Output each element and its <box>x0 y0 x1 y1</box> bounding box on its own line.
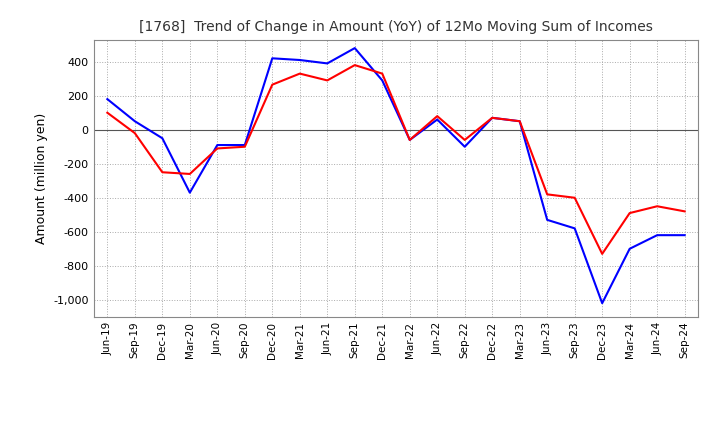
Net Income <box>186 171 194 176</box>
Net Income <box>351 62 359 68</box>
Ordinary Income <box>130 119 139 124</box>
Ordinary Income <box>378 78 387 83</box>
Ordinary Income <box>213 143 222 148</box>
Y-axis label: Amount (million yen): Amount (million yen) <box>35 113 48 244</box>
Net Income <box>543 192 552 197</box>
Title: [1768]  Trend of Change in Amount (YoY) of 12Mo Moving Sum of Incomes: [1768] Trend of Change in Amount (YoY) o… <box>139 20 653 34</box>
Ordinary Income <box>240 143 249 148</box>
Net Income <box>268 82 276 87</box>
Net Income <box>460 137 469 143</box>
Ordinary Income <box>680 232 689 238</box>
Ordinary Income <box>570 226 579 231</box>
Ordinary Income <box>158 136 166 141</box>
Net Income <box>130 131 139 136</box>
Net Income <box>405 137 414 143</box>
Net Income <box>598 251 606 257</box>
Net Income <box>295 71 304 76</box>
Net Income <box>516 119 524 124</box>
Net Income <box>433 114 441 119</box>
Ordinary Income <box>351 45 359 51</box>
Net Income <box>240 144 249 149</box>
Net Income <box>626 210 634 216</box>
Ordinary Income <box>295 57 304 62</box>
Net Income <box>158 169 166 175</box>
Net Income <box>488 115 497 121</box>
Ordinary Income <box>598 301 606 306</box>
Ordinary Income <box>653 232 662 238</box>
Ordinary Income <box>405 137 414 143</box>
Ordinary Income <box>543 217 552 223</box>
Line: Net Income: Net Income <box>107 65 685 254</box>
Net Income <box>103 110 112 115</box>
Ordinary Income <box>323 61 332 66</box>
Net Income <box>378 71 387 76</box>
Net Income <box>570 195 579 200</box>
Net Income <box>653 204 662 209</box>
Net Income <box>680 209 689 214</box>
Ordinary Income <box>433 117 441 122</box>
Net Income <box>213 146 222 151</box>
Ordinary Income <box>186 190 194 195</box>
Ordinary Income <box>626 246 634 251</box>
Line: Ordinary Income: Ordinary Income <box>107 48 685 303</box>
Ordinary Income <box>460 144 469 149</box>
Ordinary Income <box>103 96 112 102</box>
Ordinary Income <box>268 56 276 61</box>
Ordinary Income <box>488 115 497 121</box>
Net Income <box>323 78 332 83</box>
Ordinary Income <box>516 119 524 124</box>
